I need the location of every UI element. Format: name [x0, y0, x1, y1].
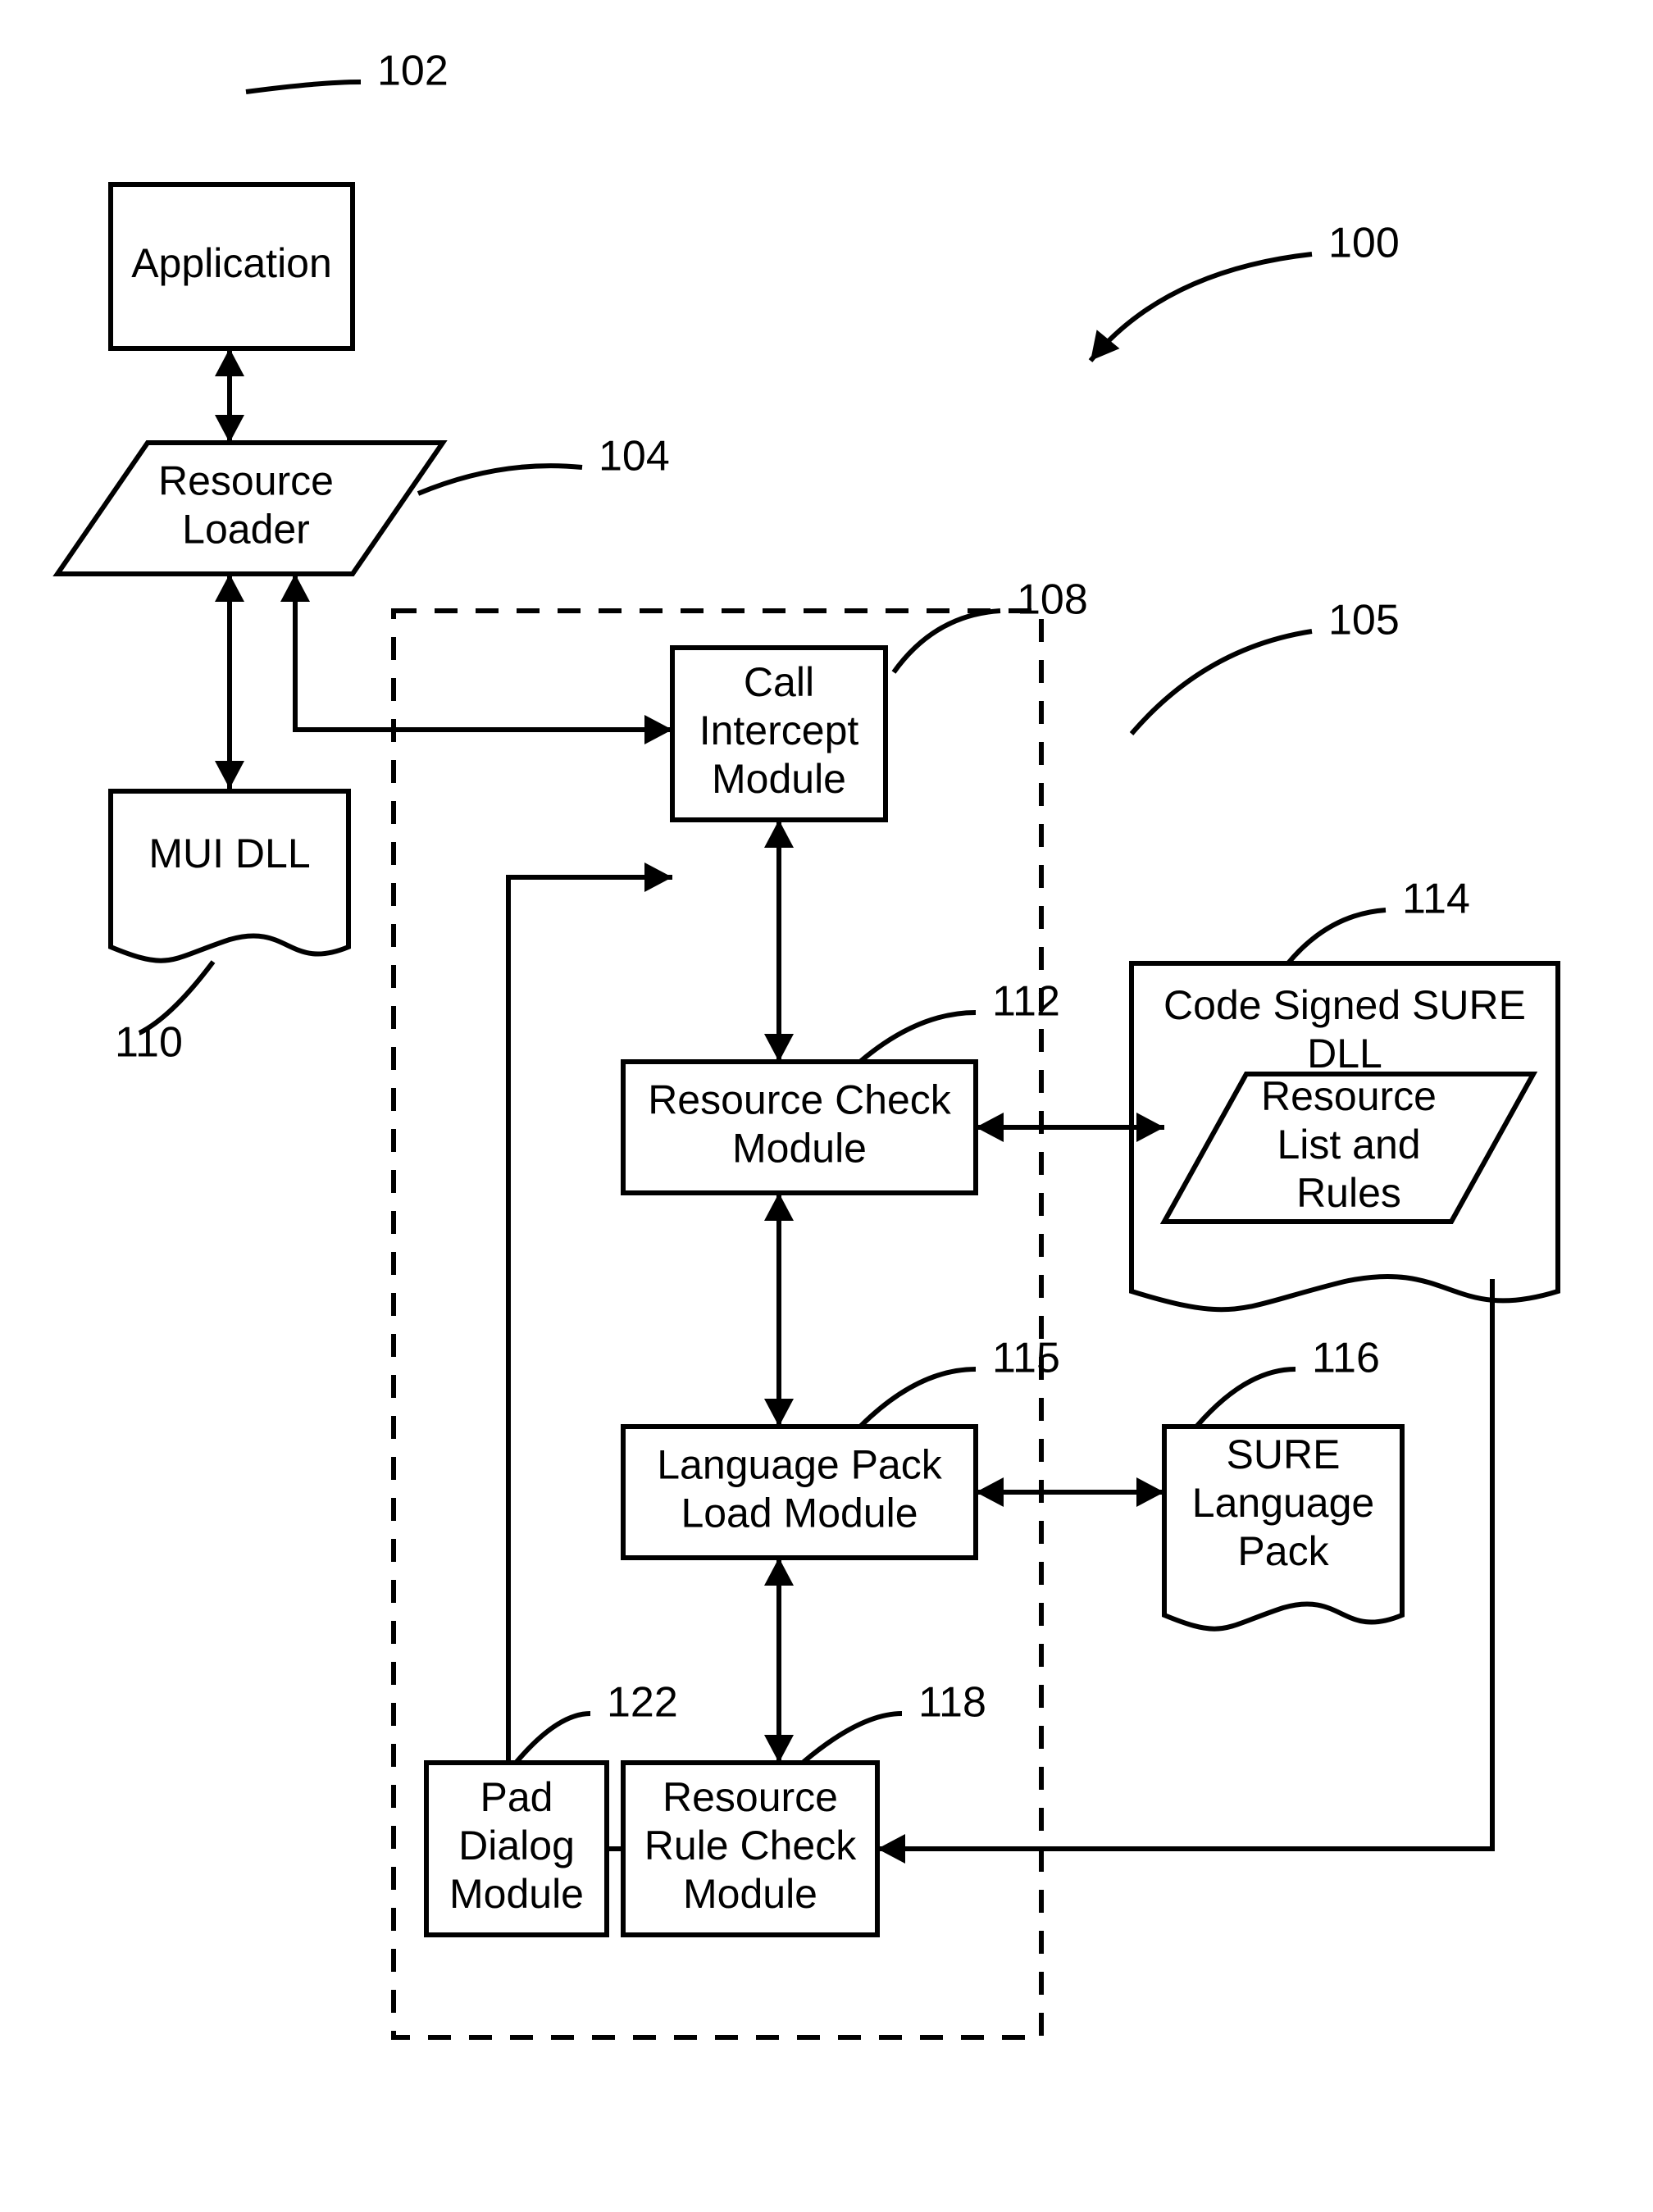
ref-100: 100	[1328, 220, 1400, 267]
leader-r105	[1132, 631, 1312, 734]
svg-text:Resource: Resource	[1261, 1073, 1437, 1119]
resource_loader-label: Loader	[182, 507, 310, 553]
ref-112: 112	[992, 978, 1060, 1026]
connector-pad-up-to-call	[508, 877, 672, 1763]
ref-108: 108	[1017, 576, 1088, 624]
leader-r104	[418, 466, 582, 494]
leader-r112	[861, 1013, 976, 1061]
ref-116: 116	[1312, 1335, 1380, 1382]
call_intercept-label: Call	[744, 659, 814, 705]
mui_dll-label: MUI DLL	[148, 831, 310, 876]
leader-r122	[517, 1714, 590, 1762]
ref-122: 122	[607, 1679, 678, 1727]
svg-text:Rules: Rules	[1296, 1170, 1401, 1216]
rule_check-label: Module	[683, 1871, 817, 1917]
leader-r114	[1287, 910, 1386, 964]
sure_lang-label: Language	[1192, 1480, 1374, 1526]
pad_dialog-label: Dialog	[458, 1823, 575, 1868]
svg-text:List and: List and	[1277, 1122, 1420, 1167]
sure_dll-label: DLL	[1307, 1031, 1382, 1076]
rule_check-label: Rule Check	[644, 1823, 857, 1868]
pad_dialog-label: Module	[449, 1871, 584, 1917]
leader-r100	[1091, 254, 1312, 361]
ref-102: 102	[377, 48, 449, 95]
ref-104: 104	[599, 433, 670, 480]
resource_check-label: Resource Check	[648, 1077, 952, 1123]
resource_loader-label: Resource	[158, 458, 334, 504]
sure_dll-label: Code Signed SURE	[1163, 982, 1526, 1028]
lang_pack_load-label: Language Pack	[657, 1442, 943, 1488]
pad_dialog-label: Pad	[480, 1774, 553, 1820]
leader-r115	[861, 1369, 976, 1426]
application-label: Application	[131, 240, 332, 286]
ref-114: 114	[1402, 876, 1470, 923]
ref-115: 115	[992, 1335, 1060, 1382]
rule_check-label: Resource	[663, 1774, 838, 1820]
leader-r116	[1197, 1369, 1296, 1426]
leader-r108	[894, 611, 1000, 672]
ref-110: 110	[115, 1019, 183, 1067]
ref-118: 118	[918, 1679, 986, 1727]
ref-105: 105	[1328, 597, 1400, 644]
leader-r102	[246, 82, 361, 92]
leader-r118	[804, 1714, 902, 1762]
connector-loader-call	[295, 574, 672, 730]
lang_pack_load-label: Load Module	[681, 1491, 918, 1536]
call_intercept-label: Module	[712, 756, 846, 802]
sure_lang-label: SURE	[1227, 1431, 1341, 1477]
resource_check-label: Module	[732, 1126, 867, 1172]
sure_lang-label: Pack	[1237, 1528, 1329, 1574]
call_intercept-label: Intercept	[699, 708, 859, 753]
